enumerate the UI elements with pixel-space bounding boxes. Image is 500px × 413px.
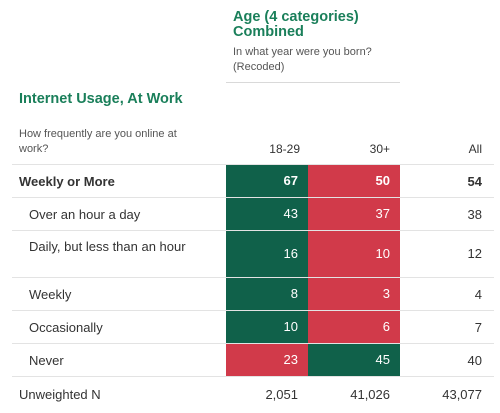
unweighted-n-30-plus: 41,026 (350, 387, 390, 402)
row-label: Over an hour a day (29, 207, 141, 222)
column-variable-title: Age (4 categories) Combined (233, 9, 359, 40)
column-variable-question: In what year were you born? (Recoded) (233, 46, 372, 73)
unweighted-n-all: 43,077 (442, 387, 482, 402)
cell-18-29: 23 (226, 344, 308, 376)
cell-30-plus: 10 (308, 231, 400, 277)
row-divider (12, 376, 494, 377)
cell-18-29: 10 (226, 311, 308, 343)
column-header-18-29: 18-29 (269, 142, 300, 156)
unweighted-n-18-29: 2,051 (265, 387, 298, 402)
column-header-30-plus: 30+ (369, 142, 390, 156)
cell-18-29: 43 (226, 198, 308, 230)
cell-30-plus: 45 (308, 344, 400, 376)
row-divider (12, 310, 494, 311)
row-label: Never (29, 353, 64, 368)
cell-all: 40 (467, 353, 482, 368)
header-divider (12, 164, 494, 165)
cell-all: 54 (467, 174, 482, 189)
cell-30-plus: 6 (308, 311, 400, 343)
cell-30-plus: 37 (308, 198, 400, 230)
row-divider (12, 197, 494, 198)
column-header-all: All (468, 142, 482, 156)
row-divider (12, 230, 494, 231)
cell-all: 12 (467, 246, 482, 261)
unweighted-n-label: Unweighted N (19, 387, 101, 402)
row-divider (12, 343, 494, 344)
row-label: Weekly (29, 287, 72, 302)
row-variable-question: How frequently are you online at work? (19, 128, 177, 155)
cell-18-29: 67 (226, 165, 308, 197)
cell-30-plus: 3 (308, 278, 400, 310)
row-divider (12, 277, 494, 278)
row-variable-title: Internet Usage, At Work (19, 91, 183, 107)
column-header-divider (226, 82, 400, 83)
row-label: Weekly or More (19, 174, 115, 189)
cell-18-29: 8 (226, 278, 308, 310)
cell-30-plus: 50 (308, 165, 400, 197)
cell-18-29: 16 (226, 231, 308, 277)
cell-all: 38 (467, 207, 482, 222)
cell-all: 4 (474, 287, 482, 302)
row-label: Occasionally (29, 320, 103, 335)
row-label: Daily, but less than an hour (29, 239, 186, 254)
cell-all: 7 (474, 320, 482, 335)
